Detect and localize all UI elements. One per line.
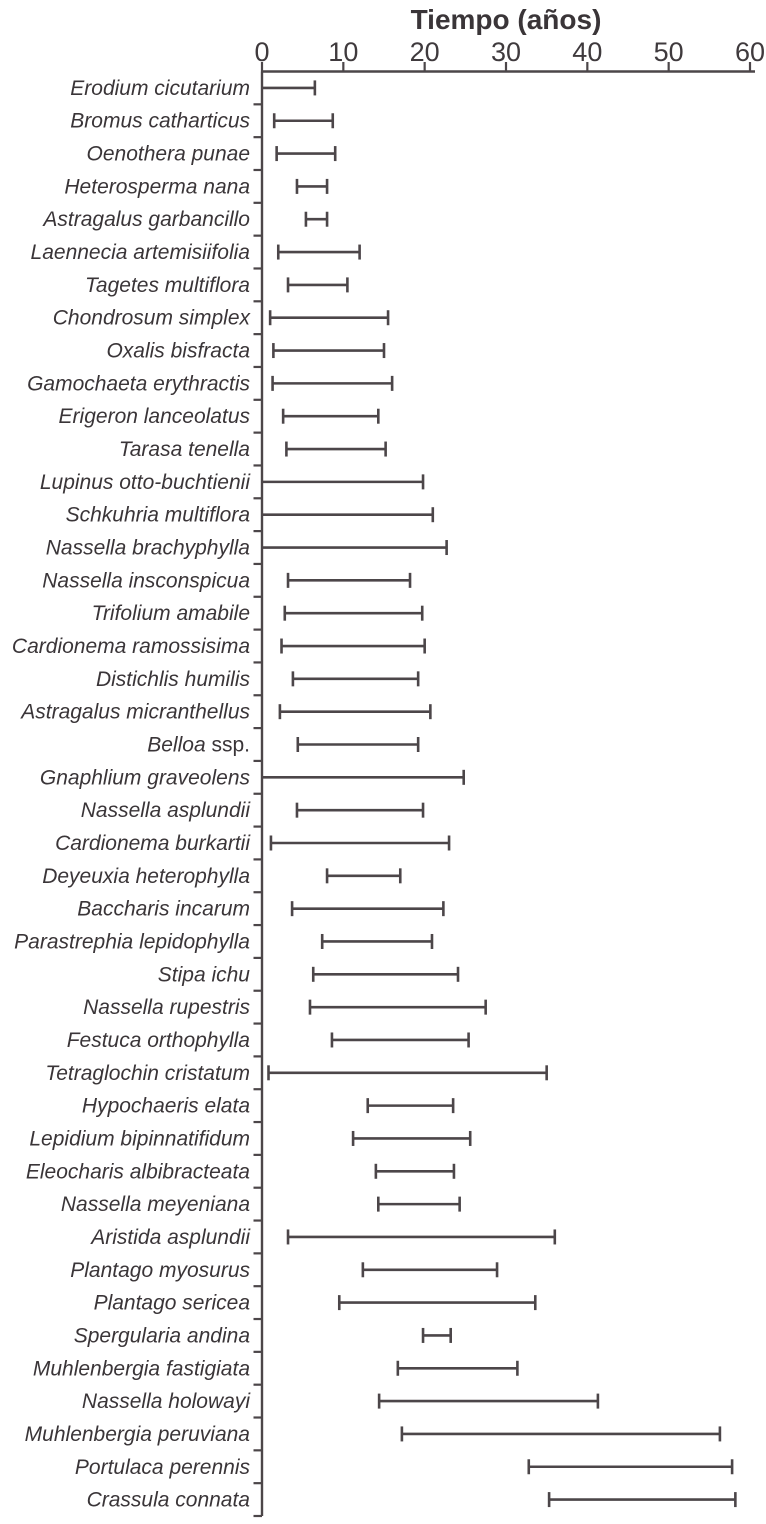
species-label: Nassella rupestris: [83, 996, 250, 1019]
chart-title: Tiempo (años): [411, 4, 602, 35]
species-label: Lupinus otto-buchtienii: [40, 471, 251, 494]
species-label: Parastrephia lepidophylla: [14, 930, 250, 953]
species-label: Oxalis bisfracta: [106, 340, 250, 363]
species-label: Deyeuxia heterophylla: [42, 865, 250, 888]
species-label: Nassella brachyphylla: [46, 537, 250, 560]
species-label: Aristida asplundii: [89, 1226, 251, 1249]
x-tick-label: 40: [572, 37, 602, 67]
y-axis: [253, 71, 264, 1518]
x-tick-label: 60: [735, 37, 765, 67]
species-label: Tetraglochin cristatum: [45, 1062, 250, 1085]
species-label: Spergularia andina: [74, 1324, 250, 1347]
species-label: Nassella holowayi: [82, 1390, 251, 1413]
species-label: Cardionema burkartii: [55, 832, 251, 855]
species-label: Portulaca perennis: [75, 1456, 251, 1479]
x-tick-label: 50: [654, 37, 684, 67]
species-label: Bromus catharticus: [70, 110, 250, 133]
species-label: Oenothera punae: [87, 143, 250, 166]
species-label: Muhlenbergia peruviana: [25, 1423, 250, 1446]
x-tick-label: 10: [328, 37, 358, 67]
species-label: Erodium cicutarium: [70, 77, 250, 100]
species-label: Nassella meyeniana: [61, 1193, 250, 1216]
x-tick-label: 30: [491, 37, 521, 67]
x-tick-label: 0: [254, 37, 269, 67]
species-label: Nassella asplundii: [81, 799, 252, 822]
species-label: Erigeron lanceolatus: [59, 405, 251, 428]
species-label: Schkuhria multiflora: [66, 504, 250, 527]
species-label: Plantago myosurus: [70, 1259, 250, 1282]
species-label: Hypochaeris elata: [82, 1095, 250, 1118]
species-label: Chondrosum simplex: [53, 307, 252, 330]
species-label: Stipa ichu: [158, 963, 251, 986]
species-label: Laennecia artemisiifolia: [31, 241, 250, 264]
species-label: Distichlis humilis: [96, 668, 251, 691]
species-label: Heterosperma nana: [64, 175, 250, 198]
species-label: Trifolium amabile: [92, 602, 250, 625]
species-label: Gnaphlium graveolens: [40, 766, 251, 789]
x-tick-label: 20: [410, 37, 440, 67]
species-label: Eleocharis albibracteata: [26, 1160, 250, 1183]
species-label: Tagetes multiflora: [85, 274, 250, 297]
species-label: Baccharis incarum: [77, 898, 250, 921]
species-label: Plantago sericea: [94, 1292, 250, 1315]
species-label: Astragalus micranthellus: [19, 701, 250, 724]
species-label: Gamochaeta erythractis: [27, 372, 250, 395]
species-label: Muhlenbergia fastigiata: [33, 1357, 250, 1380]
species-label: Nassella insconspicua: [42, 569, 250, 592]
species-label: Cardionema ramossisima: [12, 635, 250, 658]
species-label: Crassula connata: [87, 1489, 250, 1512]
species-label: Tarasa tenella: [119, 438, 250, 461]
species-label: Belloa ssp.: [147, 734, 250, 757]
species-label: Lepidium bipinnatifidum: [29, 1127, 250, 1150]
species-label: Astragalus garbancillo: [41, 208, 250, 231]
range-bars: [262, 80, 737, 1508]
species-label: Festuca orthophylla: [67, 1029, 250, 1052]
x-axis: 0 10 20 30 40 50 60: [254, 37, 765, 73]
species-labels: Erodium cicutarium Bromus catharticus Oeno…: [12, 77, 252, 1512]
